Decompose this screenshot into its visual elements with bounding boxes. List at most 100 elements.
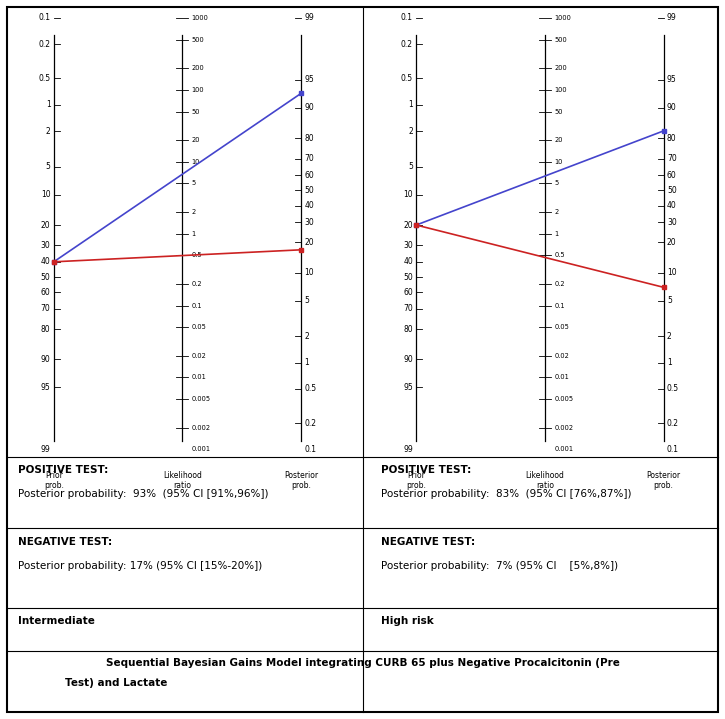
Text: 0.5: 0.5: [554, 252, 565, 258]
Text: POSITIVE TEST:: POSITIVE TEST:: [18, 465, 108, 475]
Text: 95: 95: [304, 75, 314, 84]
Text: 90: 90: [41, 355, 51, 364]
Text: 5: 5: [191, 180, 196, 186]
Text: Sequential Bayesian Gains Model integrating CURB 65 plus Negative Procalcitonin : Sequential Bayesian Gains Model integrat…: [106, 658, 619, 668]
Text: 0.1: 0.1: [401, 14, 413, 22]
Text: 1: 1: [667, 358, 672, 367]
Text: 0.2: 0.2: [38, 40, 51, 48]
Text: 0.2: 0.2: [401, 40, 413, 48]
Text: 99: 99: [304, 14, 314, 22]
Text: 0.001: 0.001: [554, 446, 573, 452]
Text: Posterior probability:  83%  (95% CI [76%,87%]): Posterior probability: 83% (95% CI [76%,…: [381, 489, 631, 499]
Text: 0.005: 0.005: [191, 396, 211, 402]
Text: Prior
prob.: Prior prob.: [44, 471, 64, 490]
Text: 90: 90: [304, 104, 314, 112]
Text: 0.5: 0.5: [38, 74, 51, 83]
Text: 20: 20: [667, 238, 676, 247]
Text: 2: 2: [191, 209, 196, 215]
Text: 80: 80: [667, 134, 676, 143]
Text: 10: 10: [304, 268, 314, 278]
Text: 0.1: 0.1: [38, 14, 51, 22]
Text: 80: 80: [304, 134, 314, 143]
Text: 0.05: 0.05: [191, 324, 207, 330]
Text: 1: 1: [554, 231, 558, 237]
Text: 0.01: 0.01: [554, 375, 569, 380]
Text: 5: 5: [667, 296, 672, 306]
Text: 1: 1: [46, 100, 51, 109]
Text: Prior
prob.: Prior prob.: [406, 471, 426, 490]
Text: 90: 90: [667, 104, 676, 112]
Text: Test) and Lactate: Test) and Lactate: [65, 678, 167, 688]
Text: 99: 99: [667, 14, 676, 22]
Text: Intermediate: Intermediate: [18, 616, 95, 626]
Text: 20: 20: [403, 221, 413, 229]
Text: 100: 100: [554, 87, 567, 93]
Text: Posterior probability: 17% (95% CI [15%-20%]): Posterior probability: 17% (95% CI [15%-…: [18, 561, 262, 571]
Text: 70: 70: [41, 304, 51, 313]
Text: Likelihood
ratio: Likelihood ratio: [526, 471, 564, 490]
Text: 40: 40: [403, 257, 413, 266]
Text: 1000: 1000: [191, 15, 209, 21]
Text: 0.002: 0.002: [191, 425, 211, 431]
Text: 90: 90: [403, 355, 413, 364]
Text: 30: 30: [403, 241, 413, 249]
Text: 95: 95: [403, 383, 413, 392]
Text: 0.1: 0.1: [667, 445, 679, 454]
Text: 50: 50: [304, 186, 314, 195]
Text: 0.1: 0.1: [304, 445, 317, 454]
Text: 99: 99: [403, 445, 413, 454]
Text: 0.2: 0.2: [191, 281, 202, 287]
Text: 0.02: 0.02: [191, 353, 207, 359]
Text: 40: 40: [304, 201, 314, 210]
Text: 95: 95: [41, 383, 51, 392]
Text: 20: 20: [41, 221, 51, 229]
Text: 1000: 1000: [554, 15, 571, 21]
Text: 1: 1: [304, 358, 310, 367]
Text: Posterior probability:  7% (95% CI    [5%,8%]): Posterior probability: 7% (95% CI [5%,8%…: [381, 561, 618, 571]
Text: 0.1: 0.1: [554, 303, 565, 308]
Text: 10: 10: [667, 268, 676, 278]
Text: 5: 5: [46, 162, 51, 171]
Text: 60: 60: [41, 288, 51, 297]
Text: 500: 500: [191, 37, 204, 42]
Text: 50: 50: [554, 109, 563, 114]
Text: 70: 70: [667, 154, 676, 163]
Text: 1: 1: [408, 100, 413, 109]
Text: 2: 2: [667, 331, 672, 341]
Text: 70: 70: [304, 154, 314, 163]
Text: POSITIVE TEST:: POSITIVE TEST:: [381, 465, 471, 475]
Text: 1: 1: [191, 231, 196, 237]
Text: NEGATIVE TEST:: NEGATIVE TEST:: [381, 537, 475, 547]
Text: 60: 60: [304, 170, 314, 180]
Text: 0.5: 0.5: [401, 74, 413, 83]
Text: 30: 30: [304, 218, 314, 226]
Text: 10: 10: [554, 159, 563, 165]
Text: 20: 20: [304, 238, 314, 247]
Text: 10: 10: [191, 159, 200, 165]
Text: 200: 200: [554, 65, 567, 71]
Text: 0.5: 0.5: [191, 252, 202, 258]
Text: 5: 5: [304, 296, 310, 306]
Text: 2: 2: [46, 127, 51, 136]
Text: 0.002: 0.002: [554, 425, 573, 431]
Text: 0.005: 0.005: [554, 396, 573, 402]
Text: 0.05: 0.05: [554, 324, 569, 330]
Text: 100: 100: [191, 87, 204, 93]
Text: 20: 20: [191, 137, 200, 143]
Text: Likelihood
ratio: Likelihood ratio: [163, 471, 202, 490]
Text: Posterior
prob.: Posterior prob.: [647, 471, 681, 490]
Text: 2: 2: [554, 209, 558, 215]
Text: 20: 20: [554, 137, 563, 143]
Text: 0.5: 0.5: [304, 385, 317, 393]
Text: 60: 60: [403, 288, 413, 297]
Text: 5: 5: [408, 162, 413, 171]
Text: 40: 40: [667, 201, 676, 210]
Text: 30: 30: [41, 241, 51, 249]
Text: 10: 10: [403, 190, 413, 199]
Text: 0.5: 0.5: [667, 385, 679, 393]
Text: 0.1: 0.1: [191, 303, 202, 308]
Text: 0.001: 0.001: [191, 446, 211, 452]
Text: 0.2: 0.2: [554, 281, 565, 287]
Text: 50: 50: [191, 109, 200, 114]
Text: 0.2: 0.2: [304, 419, 317, 428]
